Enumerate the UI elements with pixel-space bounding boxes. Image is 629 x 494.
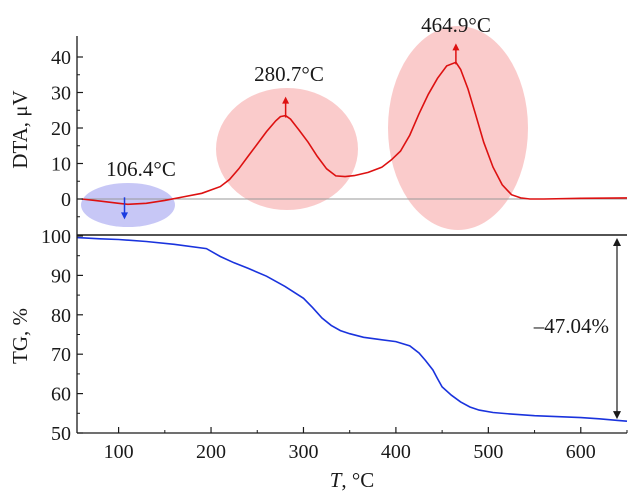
tg-x-axis-unit: , °C bbox=[341, 468, 374, 492]
tg-x-ticks: 100 200 300 400 500 600 bbox=[104, 427, 628, 463]
tg-y-ticks: 50 60 70 80 90 100 bbox=[41, 226, 83, 445]
tg-y-axis-label: TG, % bbox=[8, 308, 32, 364]
tg-series-line bbox=[76, 236, 628, 422]
dta-y-tick-label: 0 bbox=[61, 189, 71, 211]
tg-y-tick-label: 70 bbox=[51, 344, 71, 366]
dta-y-tick-label: 10 bbox=[51, 154, 71, 176]
dta-y-axis-label: DTA, μV bbox=[8, 90, 32, 168]
tg-x-axis-variable: T bbox=[330, 468, 343, 492]
tg-x-tick-label: 100 bbox=[104, 441, 134, 463]
peak-highlight-ellipse bbox=[216, 88, 358, 210]
peak-arrow-head bbox=[452, 43, 460, 51]
peak-arrow-head bbox=[282, 96, 290, 104]
mass-loss-label: –47.04% bbox=[533, 314, 609, 338]
tg-x-tick-label: 300 bbox=[288, 441, 318, 463]
tg-y-tick-label: 100 bbox=[41, 226, 71, 248]
dta-peak-arrows bbox=[121, 43, 460, 220]
tg-y-tick-label: 60 bbox=[51, 384, 71, 406]
dta-series-line bbox=[81, 61, 628, 206]
mass-loss-arrow-head-bottom bbox=[613, 411, 621, 420]
dta-y-ticks: 0 10 20 30 40 bbox=[51, 47, 83, 218]
tg-x-tick-label: 600 bbox=[566, 441, 596, 463]
peak-highlight-ellipse bbox=[388, 26, 528, 230]
peak-temperature-label: 464.9°C bbox=[421, 13, 491, 37]
dta-peak-labels: 106.4°C 280.7°C 464.9°C bbox=[106, 13, 491, 181]
tg-y-tick-label: 50 bbox=[51, 423, 71, 445]
tg-y-tick-label: 90 bbox=[51, 265, 71, 287]
dta-y-tick-label: 20 bbox=[51, 118, 71, 140]
peak-arrow-head bbox=[121, 212, 129, 220]
peak-temperature-label: 106.4°C bbox=[106, 157, 176, 181]
tg-x-axis-label: T, °C bbox=[330, 468, 375, 492]
dta-peak-highlights bbox=[81, 26, 528, 230]
dta-y-tick-label: 40 bbox=[51, 47, 71, 69]
tg-x-tick-label: 200 bbox=[196, 441, 226, 463]
tg-panel: 50 60 70 80 90 100 100 200 300 400 500 600 TG, % T… bbox=[8, 226, 628, 492]
dta-y-tick-label: 30 bbox=[51, 83, 71, 105]
tg-y-tick-label: 80 bbox=[51, 305, 71, 327]
tg-x-tick-label: 400 bbox=[381, 441, 411, 463]
dta-panel: 106.4°C 280.7°C 464.9°C 0 10 20 30 40 DTA, μV bbox=[8, 13, 628, 235]
tg-x-tick-label: 500 bbox=[473, 441, 503, 463]
mass-loss-annotation: –47.04% bbox=[533, 238, 621, 420]
peak-temperature-label: 280.7°C bbox=[254, 62, 324, 86]
mass-loss-arrow-head-top bbox=[613, 238, 621, 246]
